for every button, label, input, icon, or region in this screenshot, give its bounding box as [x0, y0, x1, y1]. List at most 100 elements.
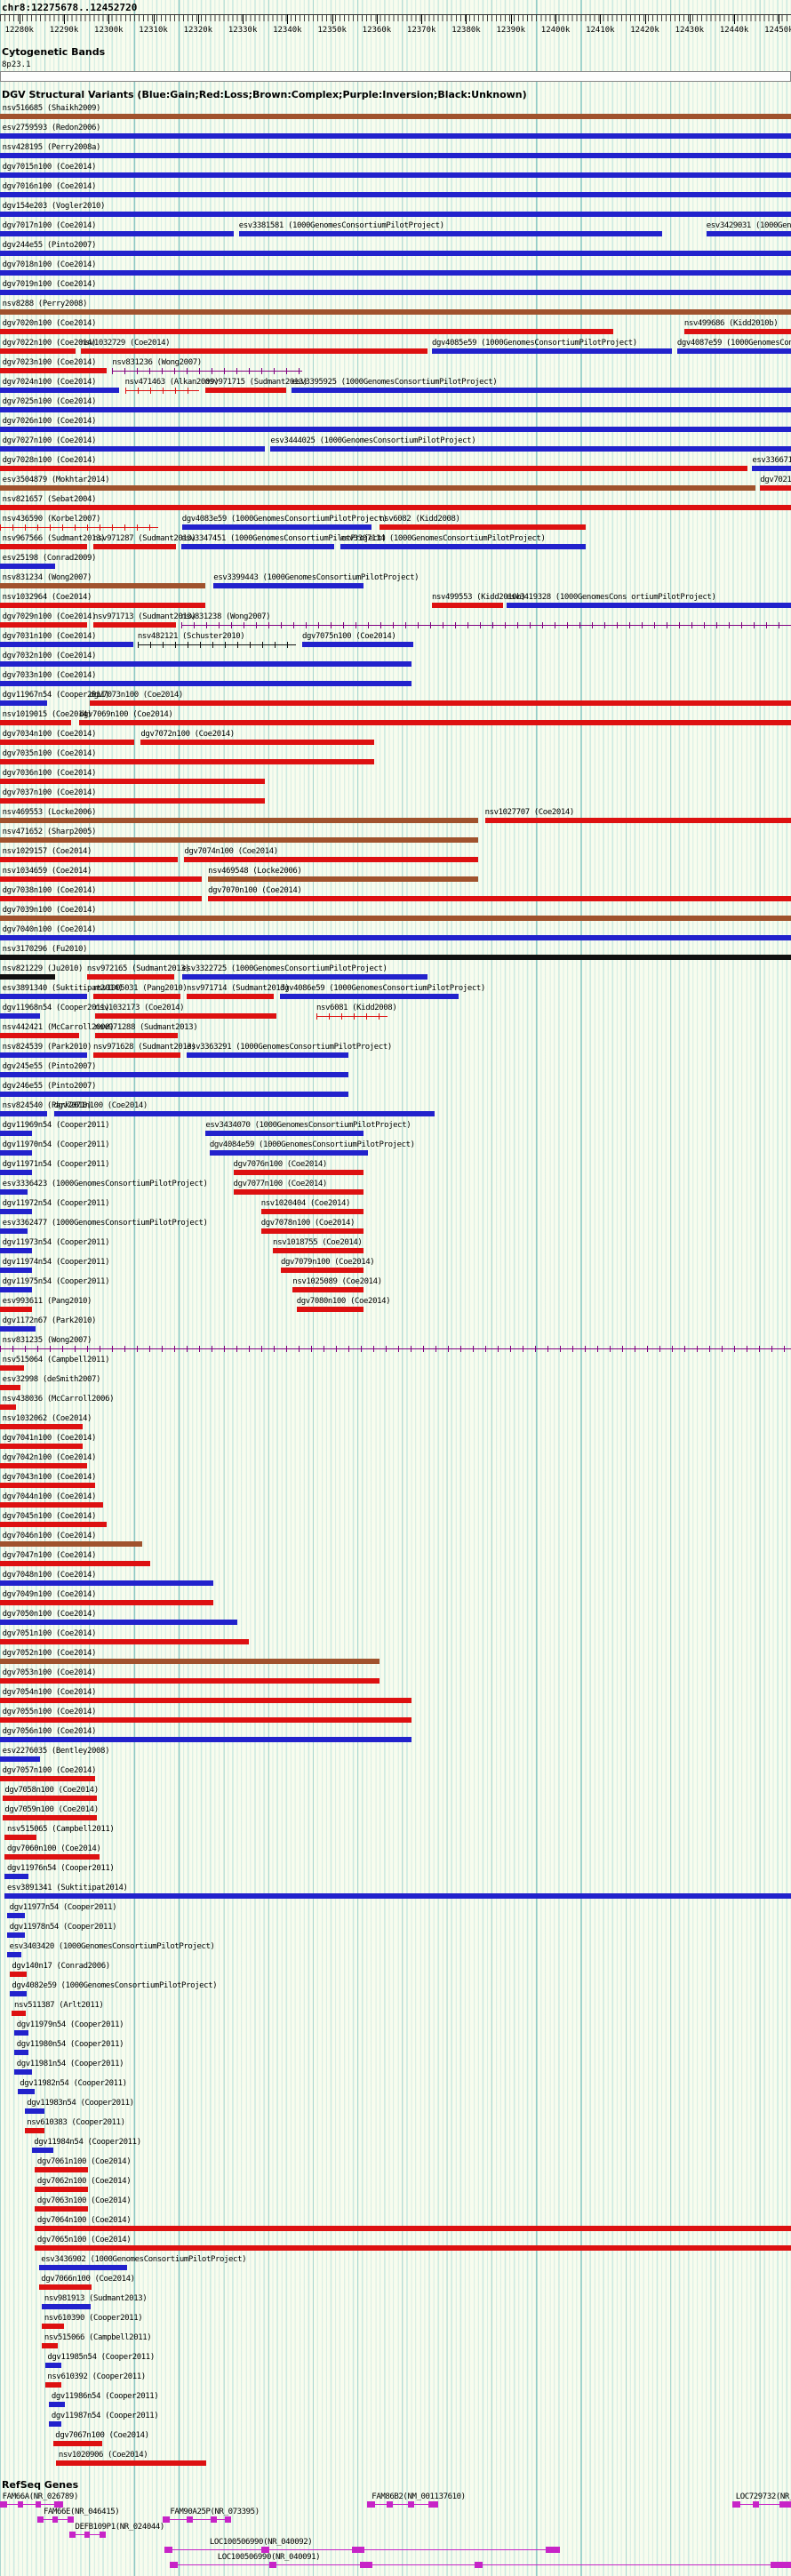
gene-exon[interactable] — [69, 2532, 76, 2538]
variant-bar[interactable] — [0, 1580, 214, 1586]
gene-exon[interactable] — [84, 2532, 91, 2538]
variant-bar[interactable] — [0, 1131, 32, 1136]
gene-intron-line[interactable] — [732, 2504, 791, 2505]
gene-exon[interactable] — [210, 2516, 217, 2523]
variant-bar[interactable] — [0, 1326, 36, 1332]
variant-bar[interactable] — [0, 1756, 40, 1762]
variant-bar[interactable] — [112, 368, 302, 374]
variant-bar[interactable] — [506, 603, 791, 608]
variant-bar[interactable] — [0, 251, 791, 256]
variant-bar[interactable] — [35, 2245, 791, 2251]
gene-exon[interactable] — [770, 2562, 791, 2568]
variant-bar[interactable] — [0, 348, 76, 354]
variant-bar[interactable] — [137, 642, 296, 648]
variant-bar[interactable] — [0, 779, 266, 784]
variant-bar[interactable] — [0, 798, 266, 804]
variant-bar[interactable] — [431, 348, 673, 354]
variant-bar[interactable] — [0, 896, 202, 901]
variant-bar[interactable] — [205, 1131, 364, 1136]
variant-bar[interactable] — [0, 1561, 151, 1566]
variant-bar[interactable] — [0, 1463, 87, 1468]
variant-bar[interactable] — [484, 818, 791, 823]
variant-bar[interactable] — [53, 1111, 435, 1116]
variant-bar[interactable] — [49, 2402, 65, 2407]
variant-bar[interactable] — [35, 2226, 791, 2231]
variant-bar[interactable] — [140, 740, 374, 745]
variant-bar[interactable] — [760, 485, 791, 491]
variant-bar[interactable] — [89, 700, 791, 706]
variant-bar[interactable] — [0, 1600, 214, 1605]
gene-exon[interactable] — [352, 2547, 365, 2553]
variant-bar[interactable] — [0, 818, 479, 823]
variant-bar[interactable] — [270, 446, 791, 452]
variant-bar[interactable] — [93, 1052, 180, 1058]
variant-bar[interactable] — [86, 974, 174, 980]
variant-bar[interactable] — [0, 876, 202, 882]
gene-exon[interactable] — [224, 2516, 231, 2523]
variant-bar[interactable] — [0, 603, 206, 608]
variant-bar[interactable] — [0, 427, 791, 432]
ruler[interactable]: 12280k 12290k 12300k 12310k 12320k 12330k 1234… — [0, 14, 791, 39]
variant-bar[interactable] — [706, 231, 791, 236]
variant-bar[interactable] — [4, 1835, 36, 1840]
gene-exon[interactable] — [359, 2562, 373, 2568]
variant-bar[interactable] — [380, 524, 586, 530]
gene-exon[interactable] — [54, 2501, 64, 2508]
variant-bar[interactable] — [79, 720, 791, 725]
gene-exon[interactable] — [164, 2547, 172, 2553]
variant-bar[interactable] — [0, 1522, 108, 1527]
variant-bar[interactable] — [0, 1307, 32, 1312]
variant-bar[interactable] — [238, 231, 662, 236]
gene-exon[interactable] — [428, 2501, 439, 2508]
variant-bar[interactable] — [9, 1991, 28, 1996]
variant-bar[interactable] — [0, 1385, 21, 1390]
variant-bar[interactable] — [31, 2148, 53, 2153]
variant-bar[interactable] — [0, 270, 791, 276]
variant-bar[interactable] — [209, 1150, 368, 1156]
variant-bar[interactable] — [0, 1033, 79, 1038]
variant-bar[interactable] — [292, 388, 791, 393]
variant-bar[interactable] — [42, 2324, 65, 2329]
variant-bar[interactable] — [676, 348, 791, 354]
variant-bar[interactable] — [0, 1209, 32, 1214]
variant-bar[interactable] — [683, 329, 791, 334]
variant-bar[interactable] — [0, 1659, 380, 1664]
gene-exon[interactable] — [36, 2516, 44, 2523]
variant-bar[interactable] — [9, 1972, 28, 1977]
variant-bar[interactable] — [42, 2304, 92, 2309]
variant-bar[interactable] — [14, 2050, 29, 2055]
gene-exon[interactable] — [187, 2516, 194, 2523]
variant-bar[interactable] — [296, 1307, 364, 1312]
variant-bar[interactable] — [94, 1013, 277, 1019]
variant-bar[interactable] — [0, 524, 158, 531]
gene-exon[interactable] — [163, 2516, 171, 2523]
variant-bar[interactable] — [233, 1170, 364, 1175]
gene-exon[interactable] — [408, 2501, 415, 2508]
variant-bar[interactable] — [0, 446, 266, 452]
variant-bar[interactable] — [0, 407, 791, 412]
gene-exon[interactable] — [17, 2501, 23, 2508]
variant-bar[interactable] — [0, 1365, 24, 1371]
gene-intron-line[interactable] — [163, 2519, 231, 2520]
variant-bar[interactable] — [181, 974, 427, 980]
variant-bar[interactable] — [233, 1189, 364, 1195]
variant-bar[interactable] — [0, 1248, 32, 1253]
variant-bar[interactable] — [93, 994, 180, 999]
variant-bar[interactable] — [0, 720, 72, 725]
variant-bar[interactable] — [14, 2069, 32, 2075]
variant-bar[interactable] — [0, 661, 411, 667]
variant-bar[interactable] — [44, 2363, 61, 2368]
variant-bar[interactable] — [0, 231, 234, 236]
variant-bar[interactable] — [301, 642, 413, 647]
variant-bar[interactable] — [0, 700, 48, 706]
variant-bar[interactable] — [260, 1228, 364, 1234]
gene-intron-line[interactable] — [366, 2504, 439, 2505]
variant-bar[interactable] — [0, 1444, 84, 1449]
variant-bar[interactable] — [0, 1150, 32, 1156]
variant-bar[interactable] — [0, 564, 56, 569]
variant-bar[interactable] — [0, 1717, 411, 1723]
variant-bar[interactable] — [44, 2382, 61, 2388]
variant-bar[interactable] — [42, 2343, 58, 2348]
variant-bar[interactable] — [280, 994, 459, 999]
variant-bar[interactable] — [4, 1893, 791, 1899]
